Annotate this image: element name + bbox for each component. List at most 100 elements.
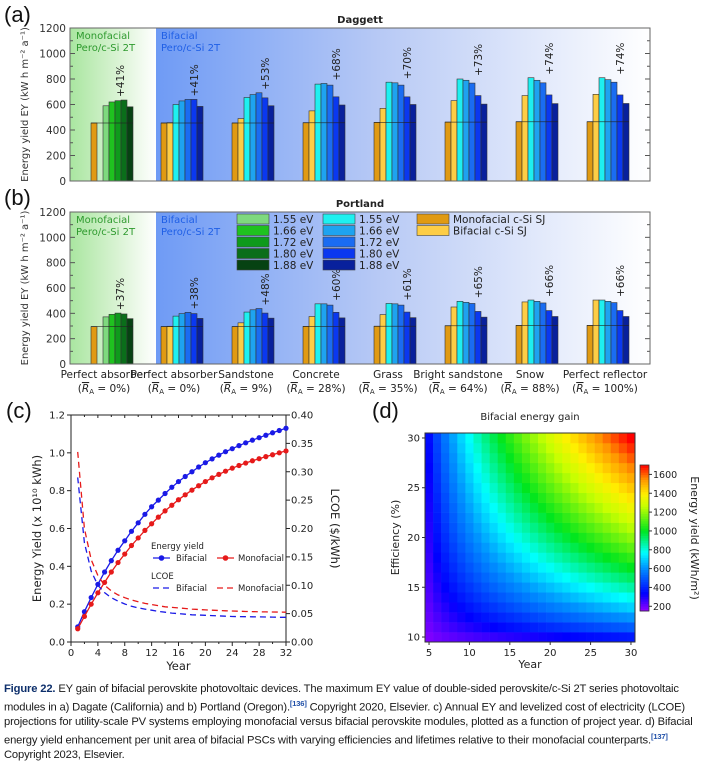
heatmap-cell <box>530 542 539 553</box>
y-axis-label-right: LCOE ($/kWh) <box>328 489 340 569</box>
heatmap-cell <box>578 582 587 593</box>
bar <box>120 99 128 182</box>
heatmap-cell <box>554 452 563 464</box>
albedo-label: (RA = 0%) <box>148 383 200 396</box>
heatmap-cell <box>497 472 507 484</box>
heatmap-cell <box>481 502 490 513</box>
legend-label: Monofacial c-Si SJ <box>453 214 545 226</box>
heatmap-cell <box>425 433 434 444</box>
bar <box>456 300 464 365</box>
heatmap-cell <box>457 482 466 494</box>
heatmap-cell <box>433 502 442 513</box>
panel-label-a: (a) <box>4 2 31 27</box>
heatmap-cell <box>554 562 563 573</box>
heatmap-cell <box>538 592 547 603</box>
y-axis-label: Energy yield EY (kW h m⁻² a⁻¹) <box>20 27 31 182</box>
heatmap-cell <box>433 452 442 464</box>
data-point <box>155 497 161 503</box>
legend-swatch-mono <box>236 236 270 248</box>
gain-label: +38% <box>189 277 201 309</box>
heatmap-cell <box>521 482 531 494</box>
heatmap-cell <box>578 442 587 454</box>
data-point <box>189 487 195 493</box>
legend-marker <box>158 555 165 561</box>
heatmap-cell <box>538 562 547 573</box>
y-tick-label-right: 0.30 <box>291 467 313 478</box>
colorbar-segment <box>640 518 649 522</box>
heatmap-cell <box>610 602 620 613</box>
heatmap-cell <box>618 622 628 633</box>
heatmap-cell <box>481 462 490 474</box>
colorbar-segment <box>640 538 649 541</box>
heatmap-cell <box>554 532 563 543</box>
heatmap-cell <box>425 602 434 613</box>
bar <box>480 316 488 365</box>
bar <box>114 100 122 182</box>
heatmap-cell <box>433 472 442 484</box>
y-tick-label: 1200 <box>39 207 66 219</box>
heatmap-cell <box>521 532 531 543</box>
heatmap-cell <box>441 512 450 523</box>
heatmap-cell <box>433 612 442 623</box>
legend-marker <box>222 555 229 561</box>
figure-label: Figure 22. <box>4 683 56 695</box>
heatmap-cell <box>473 592 482 603</box>
gain-label: +48% <box>260 273 272 305</box>
heatmap-cell <box>497 572 507 583</box>
heatmap-cell <box>562 502 571 513</box>
series-line <box>77 477 286 618</box>
heatmap-cell <box>554 602 563 613</box>
heatmap-cell <box>562 582 571 593</box>
heatmap-cell <box>441 582 450 593</box>
heatmap-cell <box>562 492 571 503</box>
bar <box>102 316 110 365</box>
heatmap-cell <box>602 632 612 643</box>
heatmap-cell <box>449 632 458 643</box>
gain-label: +70% <box>402 47 414 79</box>
bar <box>598 77 606 182</box>
albedo-label: (RA = 9%) <box>220 383 272 396</box>
heatmap-cell <box>594 602 603 613</box>
heatmap-cell <box>530 602 539 613</box>
heatmap-cell <box>433 442 442 454</box>
heatmap-cell <box>449 522 458 533</box>
data-point <box>269 452 276 458</box>
colorbar-segment <box>640 540 649 544</box>
bar <box>166 122 174 182</box>
heatmap-cell <box>481 452 490 464</box>
heatmap-cell <box>602 512 612 523</box>
y-tick-label: 0 <box>59 359 66 371</box>
heatmap-cell <box>425 552 434 563</box>
colorbar-tick-label: 600 <box>653 564 671 575</box>
heatmap-cell <box>530 612 539 623</box>
colorbar-tick-label: 1400 <box>653 489 677 500</box>
heatmap-cell <box>505 622 515 633</box>
heatmap-cell <box>618 582 628 593</box>
bar <box>90 326 98 365</box>
heatmap-cell <box>481 472 490 484</box>
heatmap-cell <box>578 472 587 484</box>
caption-ref-137[interactable]: [137] <box>650 731 668 741</box>
heatmap-cell <box>594 632 603 643</box>
heatmap-cell <box>513 442 523 454</box>
heatmap-cell <box>505 482 515 494</box>
heatmap-cell <box>618 592 628 603</box>
heatmap-cell <box>433 522 442 533</box>
y-tick-label-right: 0.20 <box>291 524 313 535</box>
caption-ref-136[interactable]: [136] <box>289 698 307 708</box>
y-tick-label-right: 0.10 <box>291 581 313 592</box>
heatmap-cell <box>562 433 571 444</box>
bar <box>172 104 180 182</box>
heatmap-cell <box>594 502 603 513</box>
heatmap-cell <box>449 532 458 543</box>
colorbar-segment <box>640 574 649 578</box>
colorbar-segment <box>640 528 649 532</box>
heatmap-cell <box>570 482 579 494</box>
heatmap-cell <box>578 632 587 643</box>
heatmap-cell <box>546 552 555 563</box>
heatmap-cell <box>505 562 515 573</box>
heatmap-cell <box>425 582 434 593</box>
bar <box>604 300 612 365</box>
heatmap-cell <box>465 482 474 494</box>
heatmap-cell <box>546 532 555 543</box>
